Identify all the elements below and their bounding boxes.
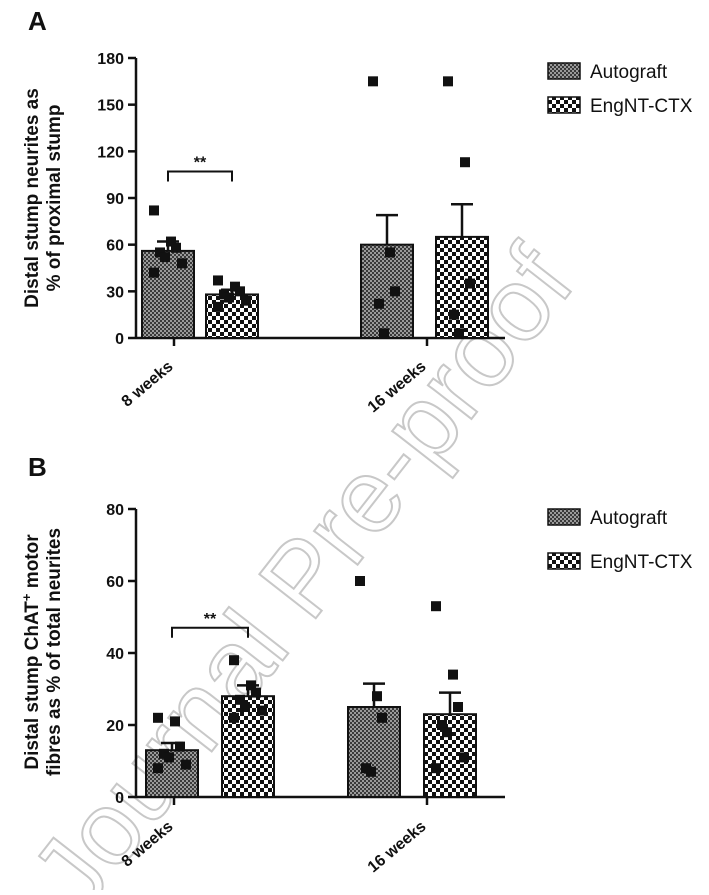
y-axis-title-line2: fibres as % of total neurites	[44, 528, 65, 776]
y-tick-label: 40	[106, 646, 124, 663]
data-point	[437, 720, 447, 730]
panel-letter: A	[28, 6, 47, 36]
data-point	[224, 292, 234, 303]
significance-label: **	[194, 155, 207, 172]
data-point	[459, 752, 469, 763]
data-point	[377, 712, 387, 723]
data-point	[453, 702, 463, 712]
data-point	[390, 286, 400, 297]
data-point	[229, 712, 239, 723]
data-point	[213, 275, 223, 286]
data-point	[229, 655, 239, 666]
y-tick-label: 180	[97, 51, 124, 68]
y-axis-title-line2: % of proximal stump	[44, 105, 65, 292]
data-point	[366, 766, 376, 777]
bar	[360, 243, 414, 340]
data-point	[454, 328, 464, 339]
legend-label: Autograft	[590, 62, 668, 83]
y-tick-label: 0	[115, 331, 124, 348]
legend-label: EngNT-CTX	[590, 552, 693, 573]
data-point	[449, 309, 459, 320]
data-point	[149, 205, 159, 216]
data-point	[448, 669, 458, 680]
data-point	[213, 301, 223, 312]
legend-swatch	[547, 62, 581, 80]
watermark-text: Journal Pre-proof	[9, 225, 596, 890]
data-point	[431, 601, 441, 612]
data-point	[149, 267, 159, 278]
legend-swatch	[547, 96, 581, 114]
data-point	[153, 763, 163, 774]
significance-bracket	[171, 626, 249, 638]
panel-letter: B	[28, 452, 47, 482]
data-point	[460, 157, 470, 168]
data-point	[443, 76, 453, 87]
data-point	[465, 278, 475, 289]
data-point	[241, 295, 251, 306]
y-tick-label: 80	[106, 502, 124, 519]
data-point	[235, 286, 245, 297]
data-point	[166, 236, 176, 247]
x-tick-label: 16 weeks	[365, 818, 430, 876]
bar	[435, 235, 489, 339]
data-point	[374, 298, 384, 309]
y-tick-label: 60	[106, 238, 124, 255]
y-axis-title-text: Distal stump ChAT	[22, 601, 43, 770]
data-point	[164, 752, 174, 763]
significance-label: **	[204, 611, 217, 628]
data-point	[246, 680, 256, 691]
legend-swatch	[547, 552, 581, 570]
data-point	[160, 252, 170, 263]
panel-b: B Distal stump ChAT+ motor fibres as % of …	[19, 452, 693, 876]
data-point	[175, 741, 185, 752]
y-tick-label: 20	[106, 718, 124, 735]
data-point	[235, 694, 245, 705]
data-point	[355, 576, 365, 586]
data-point	[177, 258, 187, 269]
y-tick-label: 30	[106, 284, 124, 301]
data-point	[257, 705, 267, 716]
y-axis-title-suffix: motor	[22, 534, 43, 594]
legend-label: Autograft	[590, 508, 668, 529]
legend-label: EngNT-CTX	[590, 96, 693, 117]
data-point	[442, 727, 452, 738]
x-tick-label: 8 weeks	[119, 358, 177, 411]
y-tick-label: 60	[106, 574, 124, 591]
data-point	[379, 328, 389, 339]
data-point	[153, 712, 163, 723]
y-axis-title-superscript: +	[19, 593, 34, 601]
data-point	[251, 687, 261, 698]
data-point	[240, 702, 250, 712]
data-point	[431, 763, 441, 774]
data-point	[385, 247, 395, 258]
y-axis-title-line1: Distal stump neurites as	[22, 88, 43, 308]
bar	[347, 706, 401, 798]
panel-a: A Distal stump neurites as% of proximal s…	[22, 6, 693, 416]
y-axis-title-text: Distal stump neurites as	[22, 88, 43, 308]
y-tick-label: 0	[115, 790, 124, 807]
data-point	[372, 691, 382, 702]
data-point	[181, 759, 191, 770]
y-tick-label: 120	[97, 144, 124, 161]
y-tick-label: 90	[106, 191, 124, 208]
y-axis-title-line1: Distal stump ChAT+ motor	[19, 534, 44, 770]
data-point	[170, 716, 180, 727]
data-point	[171, 242, 181, 253]
significance-bracket	[167, 170, 233, 182]
data-point	[368, 76, 378, 87]
legend-swatch	[547, 508, 581, 526]
y-tick-label: 150	[97, 98, 124, 115]
